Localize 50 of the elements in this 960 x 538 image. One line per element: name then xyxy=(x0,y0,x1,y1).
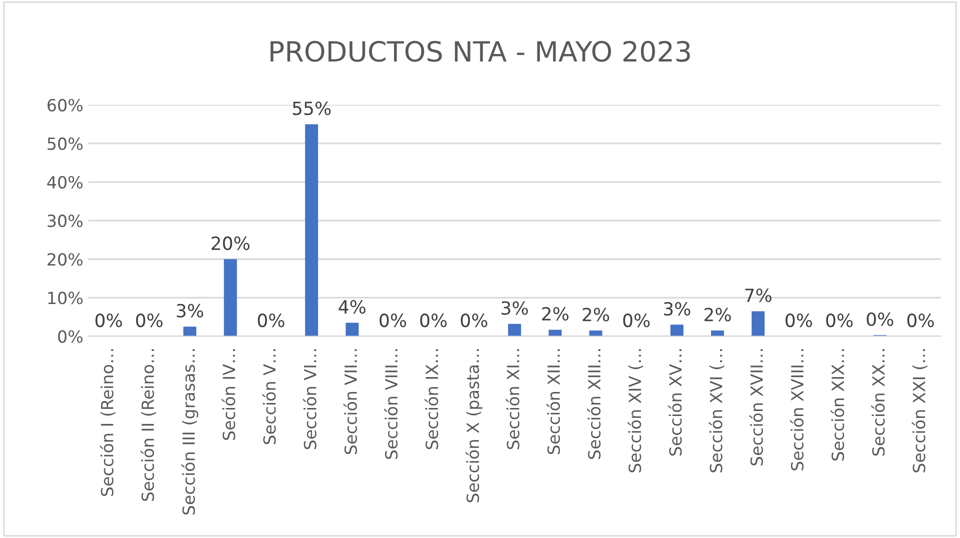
data-label: 20% xyxy=(212,236,250,250)
data-label: 2% xyxy=(582,308,610,322)
data-label: 2% xyxy=(542,306,568,321)
data-label: 0% xyxy=(866,312,894,326)
y-tick-label: 30% xyxy=(48,214,83,228)
x-tick-label: Sección XV… xyxy=(668,349,682,456)
x-tick-label: Sección XXI (… xyxy=(912,349,928,472)
x-tick-label: Sección III (grasas… xyxy=(181,349,198,515)
x-tick-label: Sección I (Reino… xyxy=(100,349,116,496)
x-tick-label: Sección XVII… xyxy=(749,349,763,466)
x-tick-label: Sección XIII… xyxy=(587,349,601,459)
x-tick-label: Sección VIII… xyxy=(384,349,398,459)
y-tick-label: 0% xyxy=(58,330,83,343)
x-tick-label: Sección XI… xyxy=(506,349,520,450)
x-tick-label: Sección VI… xyxy=(302,349,316,450)
data-label: 0% xyxy=(258,314,284,328)
data-label: 4% xyxy=(338,300,366,314)
x-tick-label: Sección XIX… xyxy=(830,349,844,461)
x-tick-label: Sección XIV (… xyxy=(628,349,644,472)
data-label: 0% xyxy=(380,314,406,328)
data-label: 2% xyxy=(704,308,731,322)
data-label: 0% xyxy=(907,314,934,328)
x-tick-label: Seción IV… xyxy=(222,349,236,440)
data-label: 55% xyxy=(292,101,331,116)
x-tick-label: Sección XII… xyxy=(546,349,560,454)
y-tick-label: 60% xyxy=(48,98,83,112)
x-tick-label: Sección XVIII… xyxy=(790,349,804,470)
x-tick-label: Sección XX… xyxy=(871,349,885,456)
data-label: 7% xyxy=(745,288,772,302)
x-tick-label: Sección V… xyxy=(262,349,276,444)
y-tick-label: 20% xyxy=(48,253,83,266)
data-label: 0% xyxy=(826,314,853,328)
x-tick-label: Sección XVI (… xyxy=(708,349,724,472)
data-label: 0% xyxy=(136,314,163,328)
data-label: 0% xyxy=(460,314,488,328)
y-tick-label: 10% xyxy=(48,292,83,304)
data-label: 0% xyxy=(95,314,122,328)
x-tick-label: Sección IX… xyxy=(424,349,438,450)
x-tick-label: Sección VII… xyxy=(343,349,358,454)
data-label: 0% xyxy=(786,314,812,328)
data-label: 3% xyxy=(502,301,528,315)
data-label: 0% xyxy=(623,314,650,328)
x-tick-label: Sección X (pasta… xyxy=(466,349,482,502)
data-label: 3% xyxy=(664,302,690,316)
y-tick-label: 40% xyxy=(47,176,83,189)
data-label: 0% xyxy=(420,314,447,328)
x-tick-label: Sección II (Reino… xyxy=(140,349,156,501)
y-tick-label: 50% xyxy=(48,137,83,150)
data-label: 3% xyxy=(176,304,204,318)
chart-title: PRODUCTOS NTA - MAYO 2023 xyxy=(270,40,690,62)
